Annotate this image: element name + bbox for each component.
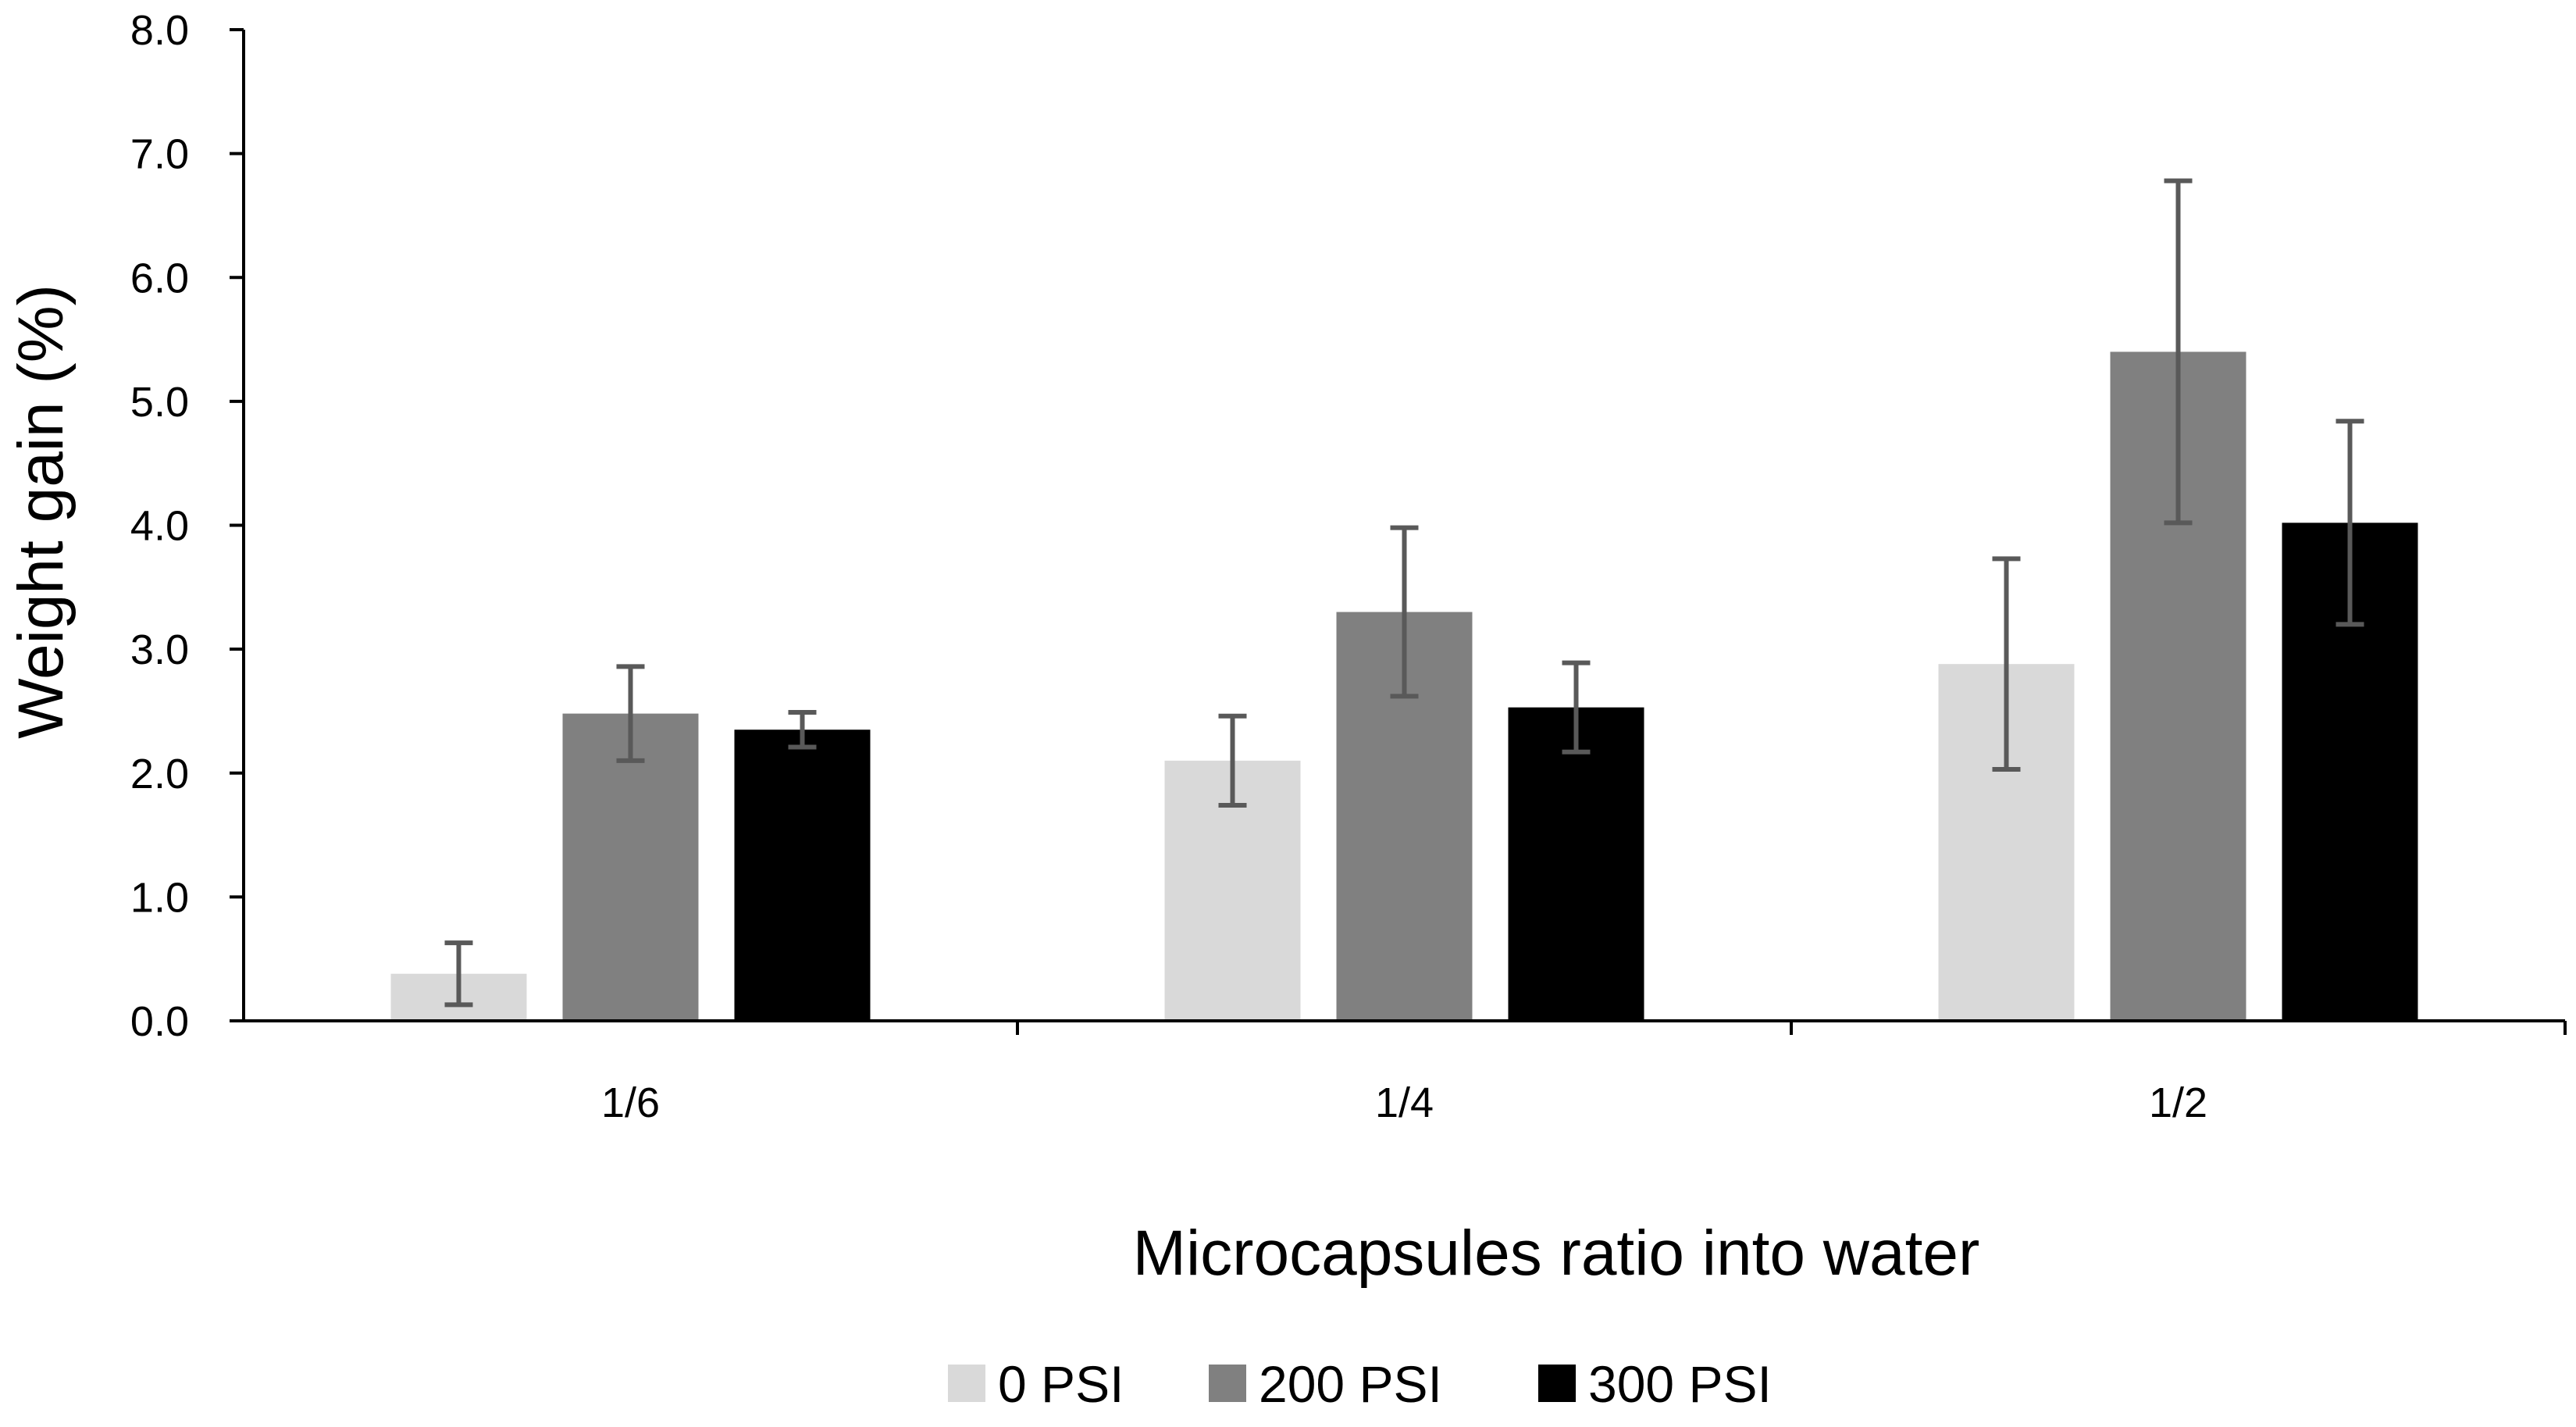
legend-label-0-psi: 0 PSI <box>998 1355 1124 1413</box>
y-tick-label: 3.0 <box>130 626 189 673</box>
bar-200-psi-1-6 <box>562 713 699 1021</box>
legend: 0 PSI 200 PSI 300 PSI <box>948 1355 1772 1413</box>
y-tick-label: 4.0 <box>130 503 189 550</box>
x-category-labels: 1/6 1/4 1/2 <box>601 1079 2207 1126</box>
y-tick-label: 5.0 <box>130 379 189 426</box>
x-tick-label-1-6: 1/6 <box>601 1079 660 1126</box>
legend-swatch-0-psi <box>948 1365 985 1402</box>
legend-swatch-300-psi <box>1538 1365 1576 1402</box>
y-axis-title: Weight gain (%) <box>5 284 77 739</box>
bar-300-psi-1-6 <box>734 730 871 1021</box>
y-tick-label: 6.0 <box>130 255 189 301</box>
y-tick-labels: 0.0 1.0 2.0 3.0 4.0 5.0 6.0 7.0 8.0 <box>130 7 189 1045</box>
x-tick-label-1-4: 1/4 <box>1375 1079 1434 1126</box>
legend-label-300-psi: 300 PSI <box>1588 1355 1772 1413</box>
error-bars-layer <box>444 178 2364 1008</box>
y-tick-label: 2.0 <box>130 751 189 797</box>
x-tick-label-1-2: 1/2 <box>2149 1079 2207 1126</box>
legend-label-200-psi: 200 PSI <box>1259 1355 1442 1413</box>
legend-swatch-200-psi <box>1209 1365 1246 1402</box>
y-tick-label: 0.0 <box>130 998 189 1045</box>
x-axis-title: Microcapsules ratio into water <box>1133 1218 1980 1289</box>
bar-300-psi-1-4 <box>1508 707 1644 1021</box>
y-tick-label: 1.0 <box>130 874 189 921</box>
axes-layer <box>230 28 2567 1035</box>
y-tick-label: 7.0 <box>130 131 189 178</box>
bars-layer <box>390 351 2418 1021</box>
y-tick-label: 8.0 <box>130 7 189 54</box>
